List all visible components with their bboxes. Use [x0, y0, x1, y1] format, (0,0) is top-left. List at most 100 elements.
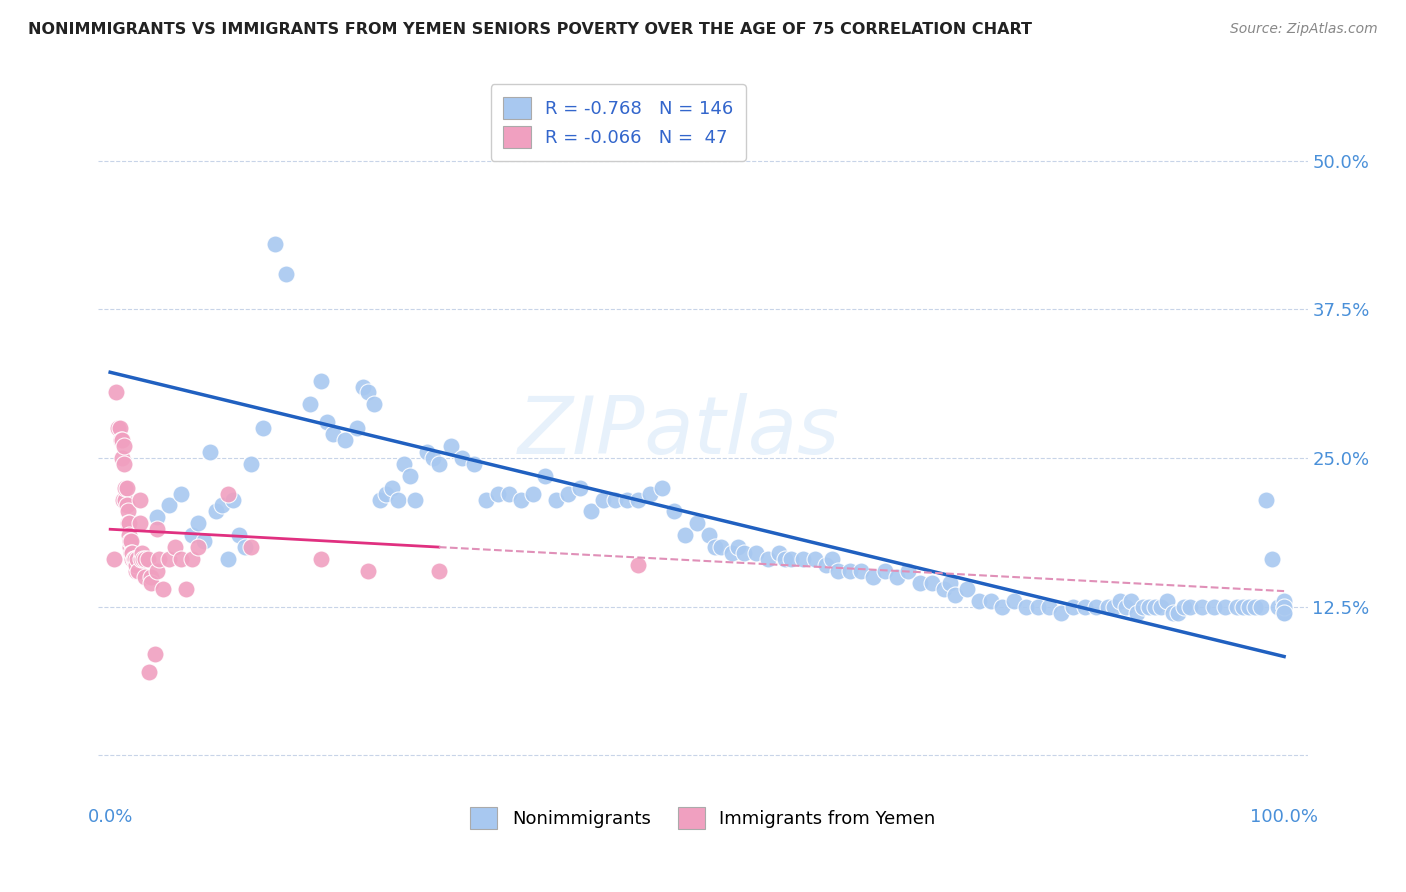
Point: [710, 540, 733, 554]
Point: [276, 267, 298, 281]
Point: [1167, 606, 1189, 620]
Point: [115, 499, 138, 513]
Point: [616, 492, 638, 507]
Point: [886, 570, 908, 584]
Point: [768, 546, 790, 560]
Point: [146, 510, 169, 524]
Point: [1261, 552, 1284, 566]
Point: [112, 492, 135, 507]
Point: [873, 564, 896, 578]
Point: [1108, 593, 1130, 607]
Point: [134, 570, 156, 584]
Point: [1150, 599, 1173, 614]
Point: [352, 379, 374, 393]
Point: [357, 564, 380, 578]
Point: [107, 421, 129, 435]
Point: [134, 552, 156, 566]
Point: [115, 481, 138, 495]
Point: [120, 534, 142, 549]
Point: [498, 486, 520, 500]
Point: [486, 486, 509, 500]
Point: [1272, 606, 1295, 620]
Point: [187, 516, 209, 531]
Point: [141, 570, 163, 584]
Point: [921, 575, 943, 590]
Point: [522, 486, 544, 500]
Point: [157, 552, 180, 566]
Point: [128, 492, 150, 507]
Point: [169, 486, 191, 500]
Point: [148, 552, 170, 566]
Point: [127, 564, 149, 578]
Point: [821, 552, 844, 566]
Point: [703, 540, 725, 554]
Point: [1256, 492, 1278, 507]
Point: [773, 552, 796, 566]
Point: [228, 528, 250, 542]
Point: [131, 546, 153, 560]
Point: [427, 457, 450, 471]
Point: [568, 481, 591, 495]
Point: [120, 546, 142, 560]
Point: [108, 421, 131, 435]
Point: [697, 528, 720, 542]
Point: [152, 582, 174, 596]
Point: [980, 593, 1002, 607]
Point: [1102, 599, 1125, 614]
Point: [510, 492, 533, 507]
Point: [117, 504, 139, 518]
Point: [1272, 593, 1295, 607]
Point: [138, 665, 160, 679]
Point: [733, 546, 755, 560]
Point: [157, 499, 180, 513]
Point: [897, 564, 920, 578]
Point: [1126, 606, 1149, 620]
Point: [129, 552, 152, 566]
Point: [211, 499, 233, 513]
Point: [387, 492, 409, 507]
Point: [451, 450, 474, 465]
Point: [122, 552, 145, 566]
Point: [204, 504, 226, 518]
Point: [780, 552, 803, 566]
Point: [132, 552, 155, 566]
Point: [398, 468, 420, 483]
Point: [956, 582, 979, 596]
Point: [1002, 593, 1025, 607]
Point: [686, 516, 709, 531]
Point: [603, 492, 626, 507]
Point: [967, 593, 990, 607]
Point: [368, 492, 391, 507]
Point: [1132, 599, 1154, 614]
Point: [1272, 599, 1295, 614]
Point: [181, 528, 204, 542]
Point: [333, 433, 356, 447]
Point: [357, 385, 380, 400]
Point: [146, 564, 169, 578]
Point: [803, 552, 825, 566]
Point: [1250, 599, 1272, 614]
Point: [533, 468, 555, 483]
Point: [627, 492, 650, 507]
Point: [662, 504, 685, 518]
Point: [233, 540, 256, 554]
Text: ZIPatlas: ZIPatlas: [517, 392, 839, 471]
Point: [125, 564, 148, 578]
Point: [651, 481, 673, 495]
Point: [938, 575, 960, 590]
Point: [404, 492, 426, 507]
Point: [1038, 599, 1060, 614]
Point: [118, 516, 141, 531]
Point: [136, 552, 159, 566]
Text: Source: ZipAtlas.com: Source: ZipAtlas.com: [1230, 22, 1378, 37]
Point: [1243, 599, 1265, 614]
Point: [1026, 599, 1049, 614]
Point: [217, 486, 239, 500]
Point: [187, 540, 209, 554]
Point: [198, 445, 221, 459]
Point: [240, 457, 263, 471]
Point: [176, 582, 198, 596]
Point: [838, 564, 860, 578]
Point: [117, 516, 139, 531]
Point: [263, 236, 285, 251]
